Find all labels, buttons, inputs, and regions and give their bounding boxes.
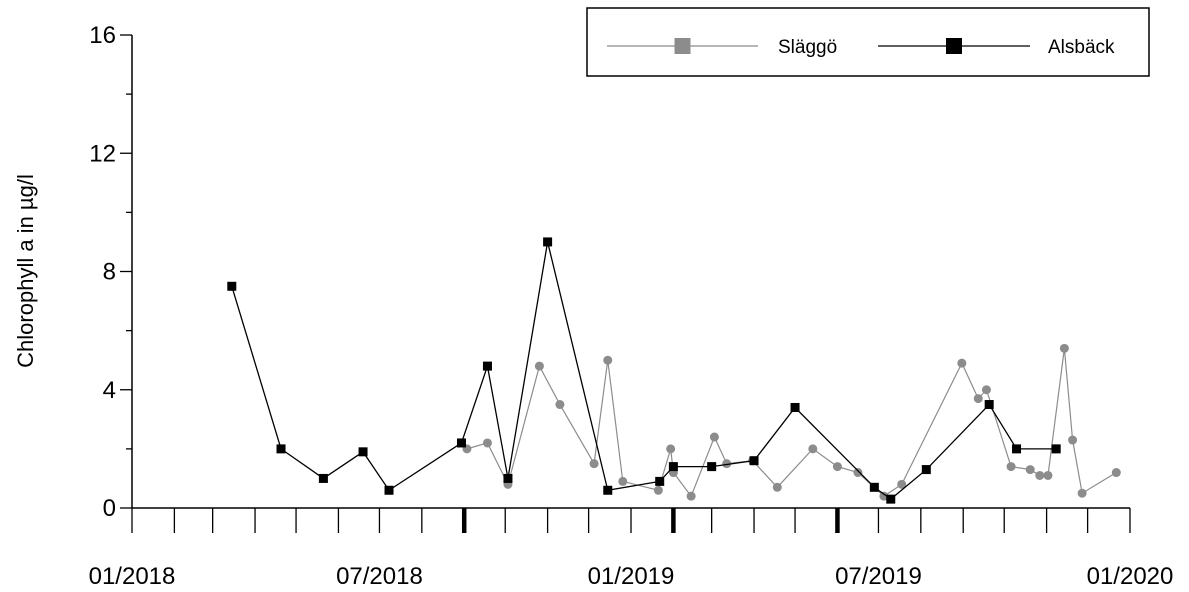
data-point: [686, 491, 696, 501]
data-point: [482, 438, 492, 448]
y-tick-label: 12: [89, 140, 116, 167]
data-point: [668, 462, 678, 472]
data-point: [358, 447, 368, 457]
data-point: [1068, 435, 1078, 445]
data-point: [772, 482, 782, 492]
data-point: [384, 485, 394, 495]
x-tick-label: 01/2019: [588, 563, 675, 590]
data-point: [1059, 343, 1069, 353]
series-slaggo: [462, 343, 1121, 501]
data-point: [1025, 465, 1035, 475]
data-point: [853, 468, 863, 478]
data-point: [973, 394, 983, 404]
data-point: [603, 355, 613, 365]
data-point: [503, 473, 513, 483]
data-point: [1035, 470, 1045, 480]
x-tick-label: 01/2018: [89, 563, 176, 590]
data-point: [543, 237, 553, 247]
y-tick-label: 4: [103, 377, 116, 404]
y-tick-label: 0: [103, 495, 116, 522]
data-point: [879, 491, 889, 501]
data-point: [832, 462, 842, 472]
legend-label: Släggö: [778, 37, 837, 58]
data-point: [655, 476, 665, 486]
legend-marker: [946, 38, 962, 54]
legend-marker: [674, 38, 691, 54]
data-point: [1111, 468, 1121, 478]
series-layer: [227, 237, 1121, 504]
data-point: [666, 444, 676, 454]
data-point: [984, 400, 994, 410]
data-point: [653, 485, 663, 495]
data-point: [808, 444, 818, 454]
legend-label: Alsbäck: [1048, 37, 1115, 58]
y-tick-label: 16: [89, 22, 116, 49]
data-point: [555, 400, 565, 410]
data-point: [790, 402, 800, 412]
data-point: [722, 459, 732, 469]
data-point: [1012, 444, 1022, 454]
data-point: [707, 462, 717, 472]
data-point: [276, 444, 286, 454]
data-point: [886, 494, 896, 504]
data-point: [1051, 444, 1061, 454]
series-alsback: [227, 237, 1061, 504]
legend-entry: Alsbäck: [878, 37, 1115, 58]
legend-entry: Släggö: [607, 37, 837, 58]
data-point: [603, 485, 613, 495]
data-point: [456, 438, 466, 448]
y-axis-label: Chlorophyll a in µg/l: [13, 174, 38, 368]
data-point: [749, 456, 759, 466]
data-point: [618, 476, 628, 486]
axes: 0 4 8 12 16 01/2018 07/2018 01/2019 07/2019 01/20…: [89, 22, 1174, 590]
data-point: [709, 432, 719, 442]
legend: Släggö Alsbäck: [586, 7, 1150, 77]
x-tick-label: 01/2020: [1087, 563, 1174, 590]
x-tick-label: 07/2019: [835, 563, 922, 590]
data-point: [589, 459, 599, 469]
data-point: [897, 479, 907, 489]
series-line: [466, 348, 1117, 498]
data-point: [869, 482, 879, 492]
data-point: [1006, 462, 1016, 472]
data-point: [227, 281, 237, 291]
data-point: [957, 358, 967, 368]
data-point: [981, 385, 991, 395]
data-point: [1077, 488, 1087, 498]
data-point: [1043, 470, 1053, 480]
data-point: [534, 361, 544, 371]
x-tick-label: 07/2018: [336, 563, 423, 590]
data-point: [921, 465, 931, 475]
y-tick-label: 8: [103, 259, 116, 286]
series-line: [231, 241, 1057, 500]
data-point: [318, 473, 328, 483]
data-point: [482, 361, 492, 371]
